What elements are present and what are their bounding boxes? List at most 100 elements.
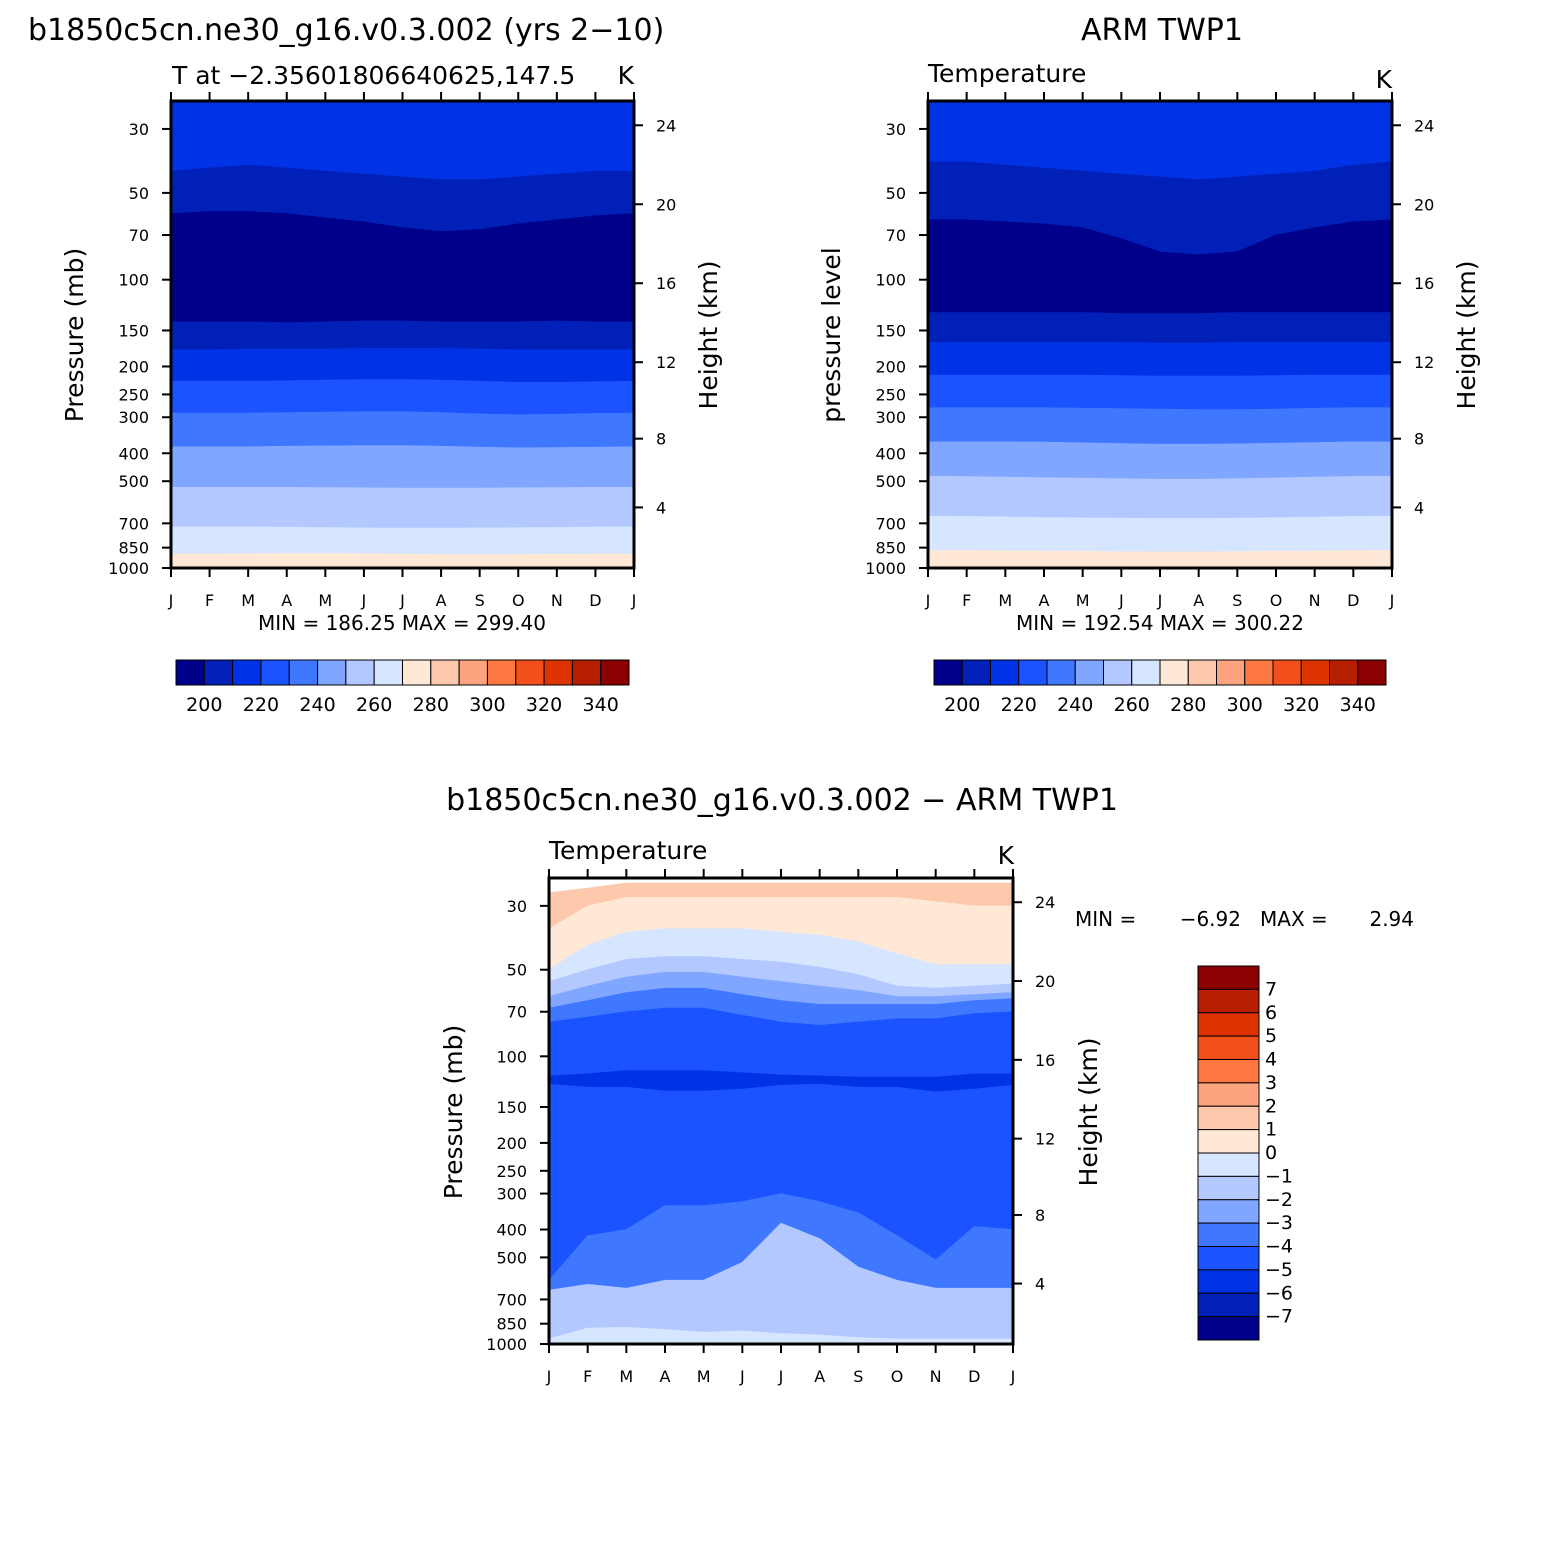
height-tick-label: 4 (1035, 1275, 1045, 1294)
colorbar-label: −6 (1265, 1282, 1293, 1304)
obs-panel: ARM TWP1 Temperature K J F M A M J J A S O N D J 30 50… (817, 13, 1481, 716)
colorbar-label: 0 (1265, 1142, 1277, 1164)
colorbar-swatch (1046, 659, 1076, 686)
colorbar-swatch (288, 659, 319, 686)
x-tick-label: N (1309, 591, 1321, 610)
contour-band (927, 515, 1393, 553)
colorbar-label: −5 (1265, 1259, 1293, 1281)
contour-band (170, 320, 635, 351)
x-tick-label: A (1039, 591, 1050, 610)
y-tick-label: 100 (875, 271, 906, 290)
contour-band (170, 445, 635, 489)
colorbar-swatch (1074, 659, 1104, 686)
colorbar-swatch (933, 659, 963, 686)
colorbar-swatch (990, 659, 1020, 686)
colorbar-label: 280 (1170, 694, 1206, 716)
y-tick-label: 1000 (865, 559, 906, 578)
x-tick-label: O (512, 591, 525, 610)
colorbar-label: 340 (1340, 694, 1376, 716)
colorbar-swatch (232, 659, 262, 686)
y-tick-label: 200 (875, 357, 906, 376)
diff-min-value: −6.92 (1180, 907, 1241, 931)
y-tick-label: 50 (129, 184, 149, 203)
obs-title: ARM TWP1 (1081, 13, 1243, 48)
obs-units: K (1376, 65, 1393, 94)
y-tick-label: 1000 (486, 1335, 527, 1354)
colorbar-label: 200 (186, 694, 222, 716)
model-subtitle: T at −2.35601806640625,147.5 (171, 61, 575, 90)
obs-ylabel-right: Height (km) (1452, 261, 1481, 410)
y-tick-label: 400 (875, 444, 906, 463)
y-tick-label: 150 (118, 321, 149, 340)
y-tick-label: 30 (886, 120, 906, 139)
y-tick-label: 850 (875, 539, 906, 558)
colorbar-swatch (1159, 659, 1189, 686)
colorbar-swatch (317, 659, 347, 686)
contour-band (170, 411, 635, 449)
contour-band (927, 407, 1393, 445)
colorbar-swatch (1197, 988, 1260, 1014)
colorbar-swatch (430, 659, 460, 686)
x-tick-label: N (551, 591, 563, 610)
y-tick-label: 850 (118, 539, 149, 558)
colorbar-swatch (1197, 1292, 1260, 1318)
height-tick-label: 20 (1414, 195, 1434, 214)
colorbar-swatch (1197, 965, 1260, 990)
colorbar-label: 320 (1283, 694, 1319, 716)
y-tick-label: 200 (496, 1134, 527, 1153)
model-units: K (618, 61, 635, 90)
colorbar-swatch (1197, 1246, 1260, 1271)
y-tick-label: 700 (496, 1290, 527, 1309)
x-tick-label: M (318, 591, 332, 610)
contour-band (927, 312, 1393, 344)
colorbar-label: −1 (1265, 1165, 1293, 1187)
x-tick-label: D (1347, 591, 1359, 610)
colorbar-swatch (1187, 659, 1217, 686)
contour-band (170, 379, 635, 416)
y-tick-label: 30 (507, 897, 527, 916)
y-tick-label: 300 (496, 1185, 527, 1204)
colorbar-swatch (1197, 1082, 1260, 1107)
colorbar-label: 240 (299, 694, 335, 716)
colorbar-label: 320 (526, 694, 562, 716)
model-min-max: MIN = 186.25 MAX = 299.40 (258, 611, 546, 635)
diff-ylabel: Pressure (mb) (439, 1025, 468, 1199)
x-tick-label: D (589, 591, 601, 610)
height-tick-label: 4 (1414, 498, 1424, 517)
colorbar-label: 4 (1265, 1049, 1277, 1071)
model-contour-fill (170, 100, 635, 569)
x-tick-label: J (546, 1367, 552, 1386)
colorbar-swatch (458, 659, 488, 686)
colorbar-swatch (260, 659, 290, 686)
x-tick-label: O (891, 1367, 904, 1386)
x-tick-label: D (968, 1367, 980, 1386)
x-tick-label: F (583, 1367, 592, 1386)
model-ylabel-right: Height (km) (694, 261, 723, 410)
diff-min-label: MIN = (1075, 907, 1136, 931)
x-tick-label: J (739, 1367, 745, 1386)
obs-colorbar: 200 220 240 260 280 300 320 340 (933, 659, 1387, 716)
x-tick-label: O (1270, 591, 1283, 610)
height-tick-label: 4 (656, 498, 666, 517)
colorbar-label: 220 (1001, 694, 1037, 716)
height-tick-label: 16 (1035, 1051, 1055, 1070)
colorbar-swatch (1197, 1152, 1260, 1177)
height-tick-label: 8 (1035, 1206, 1045, 1225)
colorbar-swatch (571, 659, 602, 686)
contour-band (170, 487, 635, 529)
x-tick-label: F (962, 591, 971, 610)
colorbar-swatch (1197, 1175, 1260, 1201)
colorbar-label: 280 (413, 694, 449, 716)
obs-contour-fill (927, 100, 1393, 569)
y-tick-label: 300 (875, 408, 906, 427)
colorbar-swatch (1329, 659, 1359, 686)
obs-ylabel: pressure level (817, 247, 846, 422)
y-tick-label: 200 (118, 357, 149, 376)
height-tick-label: 16 (656, 274, 676, 293)
colorbar-label: 7 (1265, 978, 1277, 1000)
diff-ylabel-right: Height (km) (1074, 1038, 1103, 1187)
colorbar-swatch (1216, 659, 1246, 686)
y-tick-label: 150 (875, 321, 906, 340)
colorbar-label: −4 (1265, 1236, 1293, 1258)
